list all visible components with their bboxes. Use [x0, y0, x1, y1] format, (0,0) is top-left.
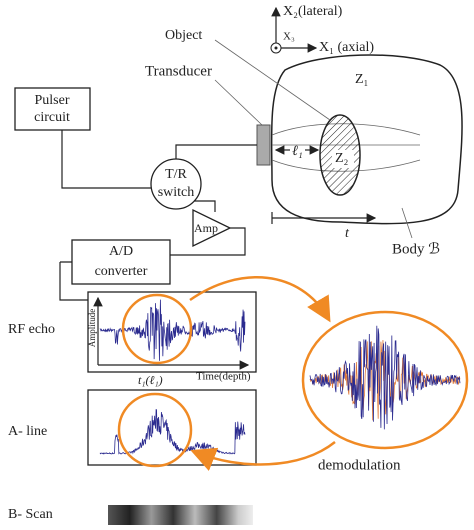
region-label: Z₁ [355, 72, 368, 87]
zoom-ellipse [301, 310, 469, 450]
label-bg [332, 150, 354, 168]
highlight [117, 392, 193, 468]
signal-label: A- line [8, 424, 47, 439]
object-label: Object [165, 28, 202, 43]
waveform [99, 409, 246, 455]
body-outline [270, 54, 463, 225]
axes-icon: X₂(lateral) X₃ X₁ (axial) [270, 4, 374, 55]
wire [59, 261, 88, 301]
waveform [309, 325, 461, 430]
ad-box [71, 239, 171, 285]
demod-label: demodulation [318, 457, 401, 473]
block-label: T/R [165, 167, 187, 182]
block-label: A/D [109, 244, 133, 259]
axis-label: X₂(lateral) [283, 4, 343, 19]
wire [175, 144, 257, 159]
aline-waveform [99, 409, 246, 455]
t-label: t [345, 226, 350, 241]
demod-arrow [190, 441, 336, 472]
zoom-arrow [189, 276, 331, 323]
block-label: Amp [194, 221, 218, 235]
body-label: Body ℬ [392, 241, 440, 257]
leader-line [214, 79, 263, 126]
block-label: switch [158, 185, 195, 200]
signal-label: RF echo [8, 322, 55, 337]
leader-line [401, 207, 413, 239]
axis-label: Amplitude [87, 309, 97, 348]
signal-label: B- Scan [8, 507, 53, 522]
region-label: Z₂ [335, 151, 349, 166]
block-label: circuit [34, 110, 70, 125]
highlight [121, 293, 193, 365]
leader-line [214, 39, 331, 121]
amp [192, 208, 232, 248]
block-label: Pulser [35, 93, 70, 108]
l1-label: ℓ₁ [292, 144, 303, 159]
block-label: converter [95, 264, 148, 279]
transducer-label: Transducer [145, 63, 212, 79]
wire [194, 200, 216, 212]
wire [170, 227, 246, 256]
pulser-box [14, 87, 91, 131]
axis-label: X₃ [283, 31, 295, 43]
wire [61, 130, 151, 189]
bscan-strip [108, 505, 253, 525]
aline-panel [87, 389, 257, 466]
axis-label: X₁ (axial) [319, 40, 374, 55]
zoom-waveform [309, 325, 461, 430]
tick-label: t₁(ℓ₁) [138, 373, 163, 387]
transducer [256, 124, 271, 166]
axis-label: Time(depth) [196, 371, 251, 383]
